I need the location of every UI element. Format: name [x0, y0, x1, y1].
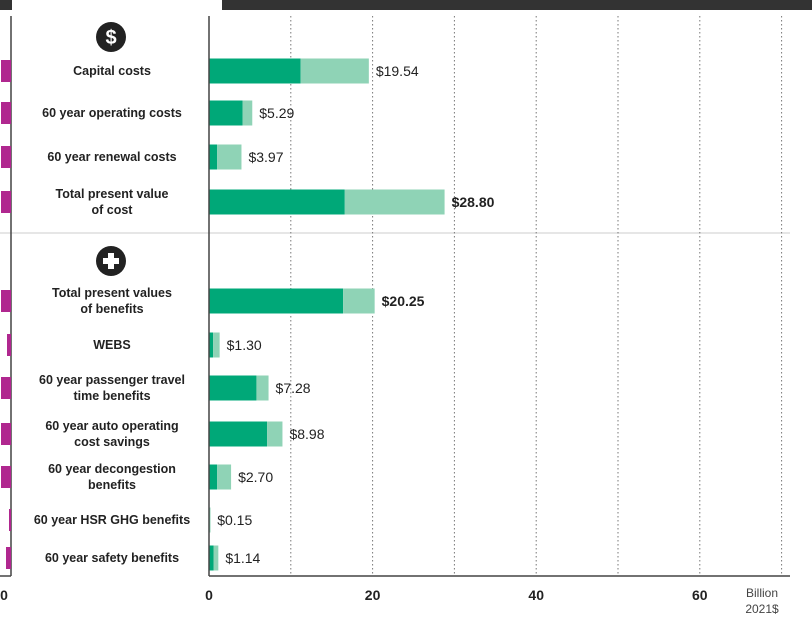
header-corner-mark: [0, 0, 12, 10]
category-label: Capital costs: [73, 64, 151, 78]
category-label-line: of benefits: [80, 302, 143, 316]
bar-segment-dark: [209, 545, 214, 571]
value-label: $8.98: [289, 426, 324, 442]
bar-segment-dark: [209, 332, 214, 358]
bar-segment-light: [267, 421, 283, 447]
left-panel-bar: [1, 290, 11, 312]
bar-segment-dark: [209, 100, 243, 126]
category-label-line: 60 year HSR GHG benefits: [34, 513, 190, 527]
category-labels: Capital costs 60 year operating costs 60 y…: [34, 64, 190, 565]
category-label-line: 60 year decongestion: [48, 462, 176, 476]
category-label-line: time benefits: [73, 389, 150, 403]
category-label-line: of cost: [92, 203, 134, 217]
left-panel-bar: [1, 466, 11, 488]
category-label-line: WEBS: [93, 338, 131, 352]
bar-segment-light: [343, 288, 375, 314]
header-bar: [222, 0, 812, 10]
bars: [209, 58, 445, 571]
x-tick-label: 20: [365, 587, 381, 603]
x-tick-label: 60: [692, 587, 708, 603]
left-panel-bar: [1, 146, 11, 168]
plus-icon-bar-v: [108, 253, 114, 269]
value-label: $0.15: [217, 512, 252, 528]
category-label: 60 year operating costs: [42, 106, 182, 120]
left-panel-bar: [6, 547, 11, 569]
category-label: Total present values of benefits: [52, 286, 172, 316]
bar-segment-dark: [209, 375, 257, 401]
x-tick-label: 0: [205, 587, 213, 603]
category-label-line: Capital costs: [73, 64, 151, 78]
category-label-line: 60 year passenger travel: [39, 373, 185, 387]
left-panel-bar: [1, 191, 11, 213]
unit-label-line: Billion: [746, 586, 778, 600]
category-label-line: 60 year operating costs: [42, 106, 182, 120]
left-panel-bar: [1, 60, 11, 82]
bar-segment-light: [217, 144, 242, 170]
category-label: Total present value of cost: [56, 187, 169, 217]
category-label: 60 year renewal costs: [47, 150, 176, 164]
value-label: $20.25: [382, 293, 425, 309]
category-label: 60 year HSR GHG benefits: [34, 513, 190, 527]
dollar-icon-glyph: $: [105, 27, 116, 49]
left-panel-bar: [9, 509, 11, 531]
x-axis: 0 20 40 60 Billion 2021$: [205, 16, 790, 616]
value-label: $2.70: [238, 469, 273, 485]
category-label: 60 year decongestion benefits: [48, 462, 176, 492]
bar-segment-dark: [209, 288, 344, 314]
bar-segment-dark: [209, 421, 268, 447]
section-icons: $: [96, 22, 126, 276]
bar-segment-dark: [209, 144, 218, 170]
category-label-line: 60 year auto operating: [45, 419, 178, 433]
category-label: 60 year passenger travel time benefits: [39, 373, 185, 403]
left-panel-bar: [1, 377, 11, 399]
value-label: $1.30: [227, 337, 262, 353]
left-panel-bar: [7, 334, 11, 356]
bar-segment-dark: [209, 189, 345, 215]
bar-segment-light: [300, 58, 369, 84]
category-label-line: benefits: [88, 478, 136, 492]
category-label: 60 year auto operating cost savings: [45, 419, 178, 449]
category-label-line: 60 year safety benefits: [45, 551, 179, 565]
unit-label: Billion 2021$: [745, 586, 779, 616]
bar-segment-light: [256, 375, 269, 401]
category-label-line: cost savings: [74, 435, 150, 449]
bar-segment-light: [344, 189, 445, 215]
bar-segment-dark: [209, 464, 218, 490]
category-label: WEBS: [93, 338, 131, 352]
value-label: $28.80: [452, 194, 495, 210]
category-label-line: 60 year renewal costs: [47, 150, 176, 164]
left-panel-bar: [1, 102, 11, 124]
bar-segment-light: [209, 507, 211, 533]
bar-segment-light: [213, 545, 219, 571]
category-label-line: Total present value: [56, 187, 169, 201]
bar-segment-light: [242, 100, 253, 126]
dollar-icon: [96, 22, 126, 52]
value-label: $1.14: [225, 550, 260, 566]
value-label: $19.54: [376, 63, 419, 79]
value-label: $5.29: [259, 105, 294, 121]
category-label-line: Total present values: [52, 286, 172, 300]
x-tick-label: 40: [528, 587, 544, 603]
bar-segment-light: [213, 332, 220, 358]
bar-segment-dark: [209, 58, 301, 84]
header-band: [0, 0, 812, 10]
category-label: 60 year safety benefits: [45, 551, 179, 565]
bar-segment-light: [217, 464, 232, 490]
value-labels: $19.54 $5.29 $3.97 $28.80 $20.25 $1.30 $7.28 $8…: [217, 63, 494, 566]
unit-label-line: 2021$: [745, 602, 779, 616]
left-panel-tick-label: 0: [0, 587, 8, 603]
value-label: $3.97: [248, 149, 283, 165]
left-panel: 0: [0, 16, 12, 603]
left-panel-bar: [1, 423, 11, 445]
value-label: $7.28: [276, 380, 311, 396]
